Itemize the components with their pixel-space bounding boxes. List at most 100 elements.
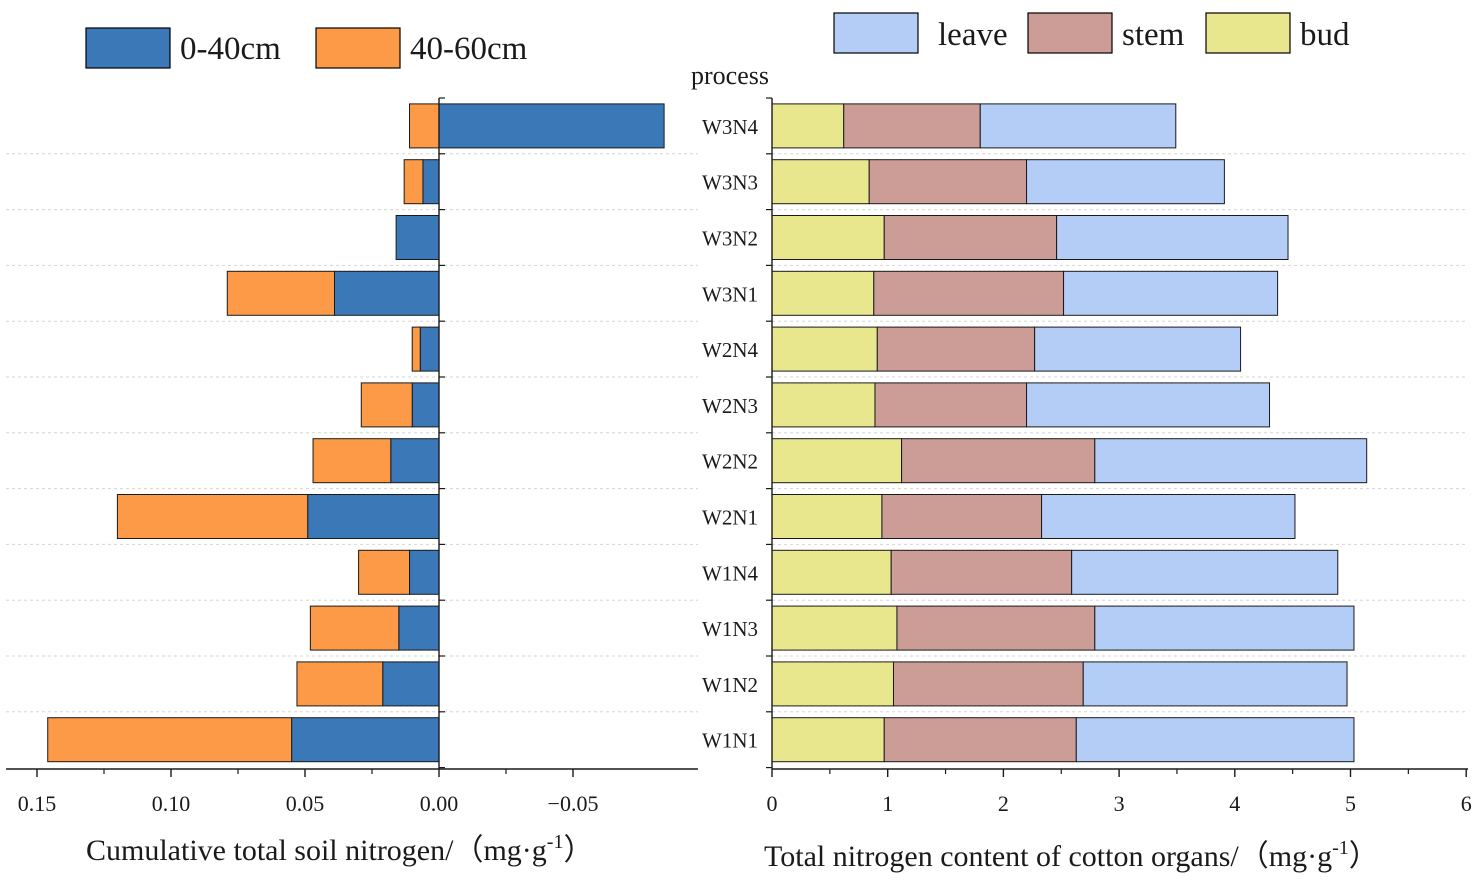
bar-organ-w1n1-bud [771, 717, 885, 763]
category-label-w1n1: W1N1 [702, 729, 758, 753]
bar-soil-w1n3-40-60cm [309, 605, 400, 651]
soil-nitrogen-legend: 0-40cm 40-60cm [85, 27, 528, 69]
bar-soil-w2n2-40-60cm [312, 438, 392, 484]
bar-soil-w2n2-0-40cm [390, 438, 440, 484]
legend-label-bud: bud [1300, 17, 1350, 53]
bar-organ-w2n4-bud [771, 326, 878, 372]
category-label-w1n3: W1N3 [702, 617, 758, 641]
bar-organ-w2n1-bud [771, 494, 883, 539]
bar-organ-w3n3-bud [771, 159, 870, 205]
bar-soil-w3n4-0-40cm [438, 103, 665, 149]
legend-swatch-stem [1027, 12, 1113, 54]
legend-label-stem: stem [1122, 17, 1185, 53]
bar-organ-w2n3-stem [874, 382, 1028, 428]
bar-organ-w2n2-bud [771, 438, 903, 484]
bar-organ-w1n3-bud [771, 605, 898, 651]
bar-soil-w2n1-40-60cm [116, 494, 309, 539]
bar-soil-w1n1-0-40cm [291, 717, 440, 763]
organ-nitrogen-bars [771, 103, 1368, 763]
bar-organ-w3n1-leave [1063, 270, 1279, 316]
bar-organ-w3n1-stem [873, 270, 1065, 316]
legend-swatch-leave [833, 12, 919, 54]
soil-x-tick-label: 0.05 [286, 791, 325, 816]
soil-nitrogen-x-axis-title: Cumulative total soil nitrogen/（mg·g-1） [86, 831, 593, 867]
bar-soil-w3n4-40-60cm [409, 103, 440, 149]
bar-organ-w2n3-bud [771, 382, 876, 428]
legend-label-leave: leave [938, 17, 1008, 53]
category-label-w1n4: W1N4 [702, 561, 758, 585]
category-label-w3n3: W3N3 [702, 171, 758, 195]
bar-soil-w1n2-0-40cm [382, 661, 440, 707]
bar-organ-w3n2-leave [1056, 215, 1289, 260]
bar-organ-w3n3-leave [1026, 159, 1225, 205]
soil-nitrogen-axes: 0.15 0.10 0.05 0.00 −0.05 [6, 97, 698, 816]
legend-swatch-bud [1205, 12, 1291, 54]
soil-nitrogen-bars [47, 103, 665, 763]
bar-soil-w1n4-40-60cm [358, 549, 411, 595]
bar-soil-w1n4-0-40cm [409, 549, 440, 595]
process-category-labels: W1N1 W1N2 W1N3 W1N4 W2N1 W2N2 W2N3 W2N4 W3N1 W3N2… [702, 115, 758, 753]
soil-x-title-unit-exponent: -1 [547, 831, 564, 853]
organ-x-tick-label: 2 [998, 791, 1009, 816]
process-axis-title: process [691, 61, 769, 90]
legend-swatch-40-60cm [315, 27, 401, 69]
bar-organ-w2n2-leave [1094, 438, 1368, 484]
category-label-w1n2: W1N2 [702, 673, 758, 697]
bar-soil-w1n3-0-40cm [398, 605, 440, 651]
bar-organ-w1n2-stem [892, 661, 1084, 707]
organ-x-tick-label: 6 [1461, 791, 1472, 816]
category-label-w2n1: W2N1 [702, 506, 758, 530]
soil-x-tick-label: 0.15 [18, 791, 57, 816]
bar-organ-w1n3-stem [896, 605, 1096, 651]
legend-label-0-40cm: 0-40cm [180, 31, 281, 67]
soil-x-title-main: Cumulative total soil nitrogen/（mg·g [86, 834, 547, 867]
legend-swatch-0-40cm [85, 27, 171, 69]
soil-x-title-close: ） [563, 834, 593, 867]
bar-organ-w3n2-stem [883, 215, 1058, 260]
organ-nitrogen-x-axis-title: Total nitrogen content of cotton organs/… [764, 837, 1379, 873]
bar-organ-w3n1-bud [771, 270, 875, 316]
bar-soil-w2n4-40-60cm [411, 326, 421, 372]
left-gridlines [6, 153, 698, 713]
bar-organ-w1n4-stem [890, 549, 1073, 595]
category-label-w3n1: W3N1 [702, 282, 758, 306]
soil-x-tick-label: 0.10 [152, 791, 191, 816]
bar-soil-w3n3-40-60cm [403, 159, 424, 205]
bar-organ-w2n3-leave [1026, 382, 1271, 428]
bar-soil-w3n1-40-60cm [226, 270, 335, 316]
soil-x-tick-label: −0.05 [548, 791, 599, 816]
category-label-w2n3: W2N3 [702, 394, 758, 418]
organ-x-tick-label: 0 [767, 791, 778, 816]
bar-organ-w1n4-leave [1071, 549, 1339, 595]
bar-organ-w2n4-stem [876, 326, 1036, 372]
bar-soil-w3n3-0-40cm [422, 159, 440, 205]
category-label-w2n4: W2N4 [702, 338, 758, 362]
bar-organ-w1n2-leave [1082, 661, 1348, 707]
bar-soil-w2n4-0-40cm [419, 326, 440, 372]
bar-organ-w3n4-leave [979, 103, 1177, 149]
organ-nitrogen-legend: leave stem bud [833, 12, 1350, 54]
bar-organ-w1n1-stem [883, 717, 1077, 763]
bar-organ-w2n4-leave [1034, 326, 1242, 372]
bar-organ-w1n3-leave [1094, 605, 1355, 651]
bar-soil-w1n1-40-60cm [47, 717, 293, 763]
bar-organ-w3n4-bud [771, 103, 845, 149]
bar-organ-w3n2-bud [771, 215, 885, 260]
organ-x-title-unit-exponent: -1 [1332, 837, 1349, 859]
bar-organ-w1n2-bud [771, 661, 894, 707]
organ-x-tick-label: 3 [1114, 791, 1125, 816]
organ-x-tick-label: 4 [1229, 791, 1240, 816]
bar-soil-w3n1-0-40cm [333, 270, 440, 316]
bar-soil-w3n2-0-40cm [395, 215, 440, 260]
bar-soil-w1n2-40-60cm [296, 661, 384, 707]
soil-x-tick-label: 0.00 [420, 791, 459, 816]
bar-organ-w1n4-bud [771, 549, 892, 595]
bar-soil-w2n3-0-40cm [411, 382, 440, 428]
bar-organ-w3n4-stem [843, 103, 981, 149]
category-label-w3n4: W3N4 [702, 115, 758, 139]
category-label-w2n2: W2N2 [702, 450, 758, 474]
bar-soil-w2n1-0-40cm [307, 494, 440, 539]
bar-soil-w2n3-40-60cm [360, 382, 413, 428]
legend-label-40-60cm: 40-60cm [410, 31, 528, 67]
